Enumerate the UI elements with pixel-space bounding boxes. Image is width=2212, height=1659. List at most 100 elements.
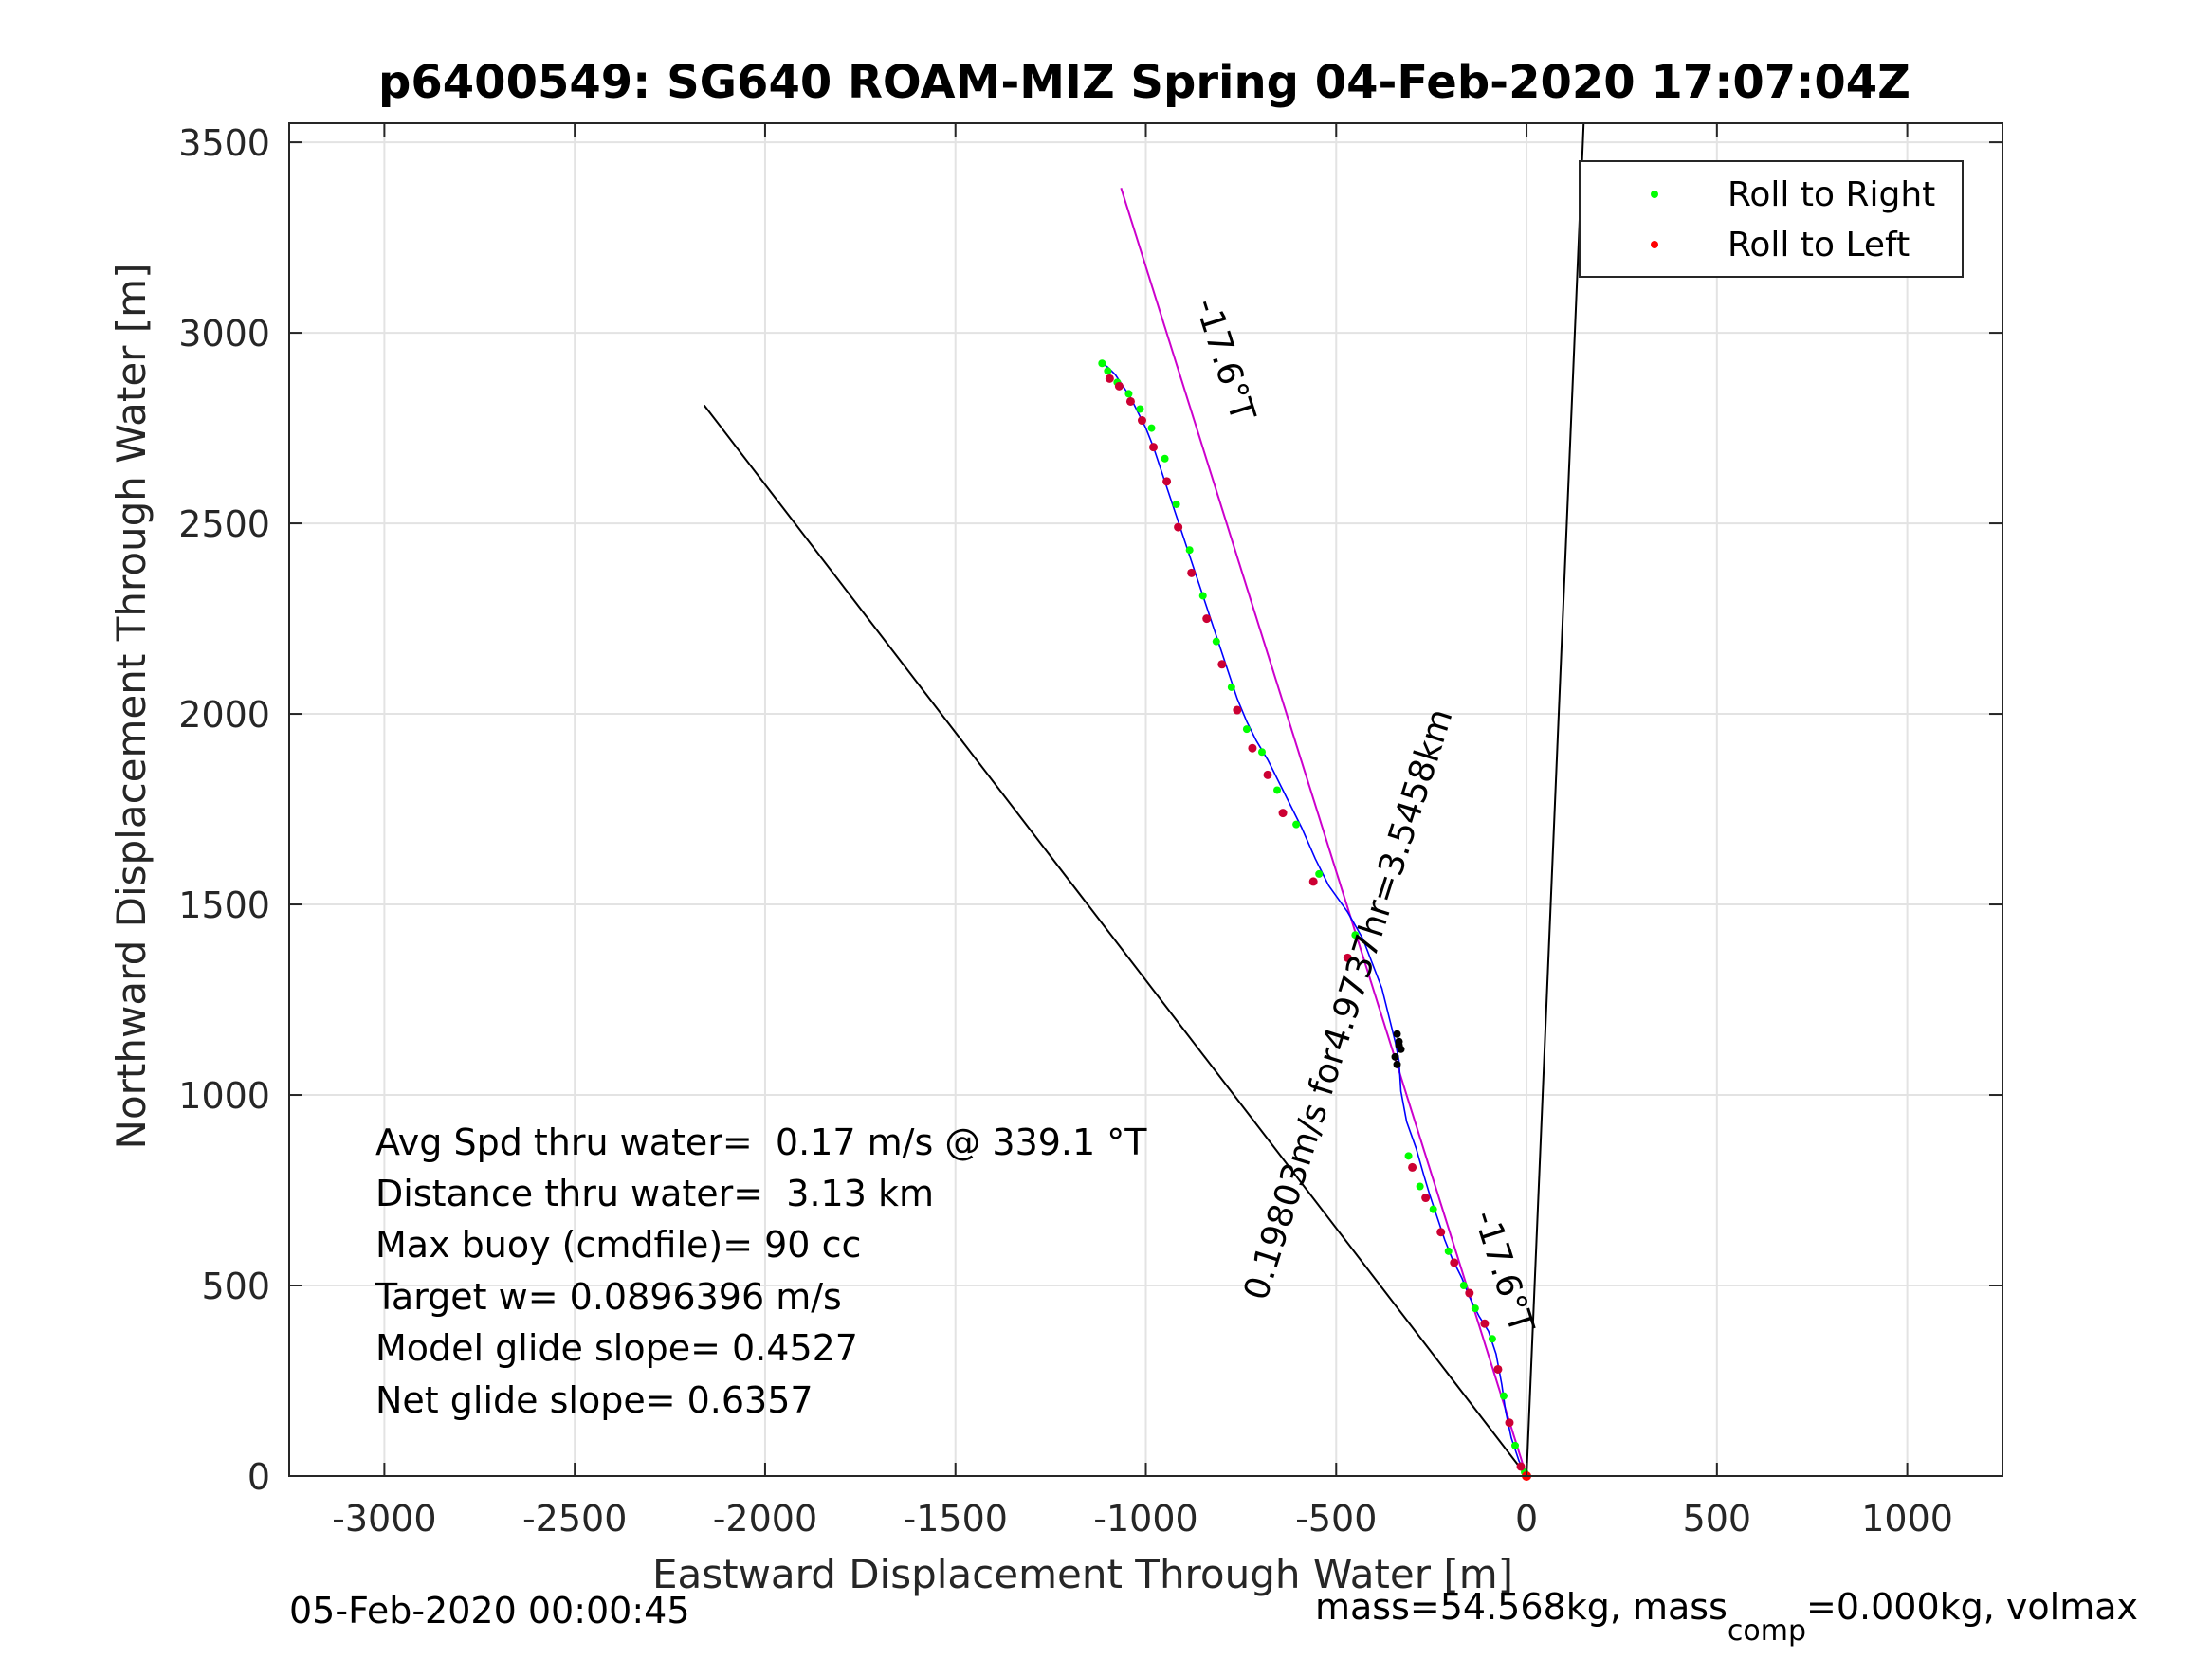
roll-right-point — [1471, 1304, 1479, 1313]
y-axis-label: Northward Displacement Through Water [m] — [108, 264, 155, 1150]
stat-avg-speed: Avg Spd thru water= 0.17 m/s @ 339.1 °T — [375, 1121, 1147, 1163]
stat-distance: Distance thru water= 3.13 km — [375, 1173, 934, 1214]
roll-right-point — [1404, 1152, 1413, 1160]
roll-right-point — [1242, 725, 1251, 734]
roll-right-point — [1292, 820, 1301, 829]
roll-right-point — [1499, 1392, 1508, 1400]
x-tick-label: -2000 — [713, 1498, 817, 1540]
cluster-point — [1393, 1060, 1401, 1068]
roll-left-point — [1263, 770, 1272, 779]
x-tick-label: 1000 — [1861, 1498, 1953, 1540]
heading-annotation-top: -17.6°T — [1187, 294, 1263, 427]
legend-label-roll-left: Roll to Left — [1728, 226, 1910, 264]
reference-line — [703, 404, 1527, 1477]
roll-left-point — [1233, 705, 1242, 715]
roll-right-point — [1315, 869, 1324, 878]
stat-max-buoy: Max buoy (cmdfile)= 90 cc — [375, 1224, 861, 1266]
roll-left-point — [1125, 396, 1135, 406]
heading-label-top: -17.6°T — [1187, 294, 1263, 427]
roll-points — [1098, 359, 1532, 1481]
roll-right-point — [1416, 1182, 1424, 1191]
roll-right-point — [1511, 1441, 1520, 1449]
roll-left-point — [1187, 568, 1197, 577]
roll-right-point — [1488, 1335, 1496, 1343]
footer-mass: mass=54.568kg, masscomp=0.000kg, volmax — [1315, 1586, 2138, 1648]
x-tick-label: -3000 — [332, 1498, 436, 1540]
roll-right-point — [1212, 637, 1220, 646]
roll-right-point — [1161, 454, 1169, 463]
cluster-point — [1395, 1041, 1403, 1049]
roll-left-point — [1436, 1228, 1446, 1237]
roll-right-point — [1147, 424, 1156, 432]
x-tick-label: 500 — [1683, 1498, 1752, 1540]
reference-lines — [703, 122, 1585, 1477]
reference-line — [1526, 122, 1585, 1477]
x-axis-label: Eastward Displacement Through Water [m] — [652, 1551, 1513, 1597]
y-tick-label: 3500 — [178, 122, 270, 164]
roll-left-point — [1149, 443, 1159, 452]
speed-distance-label: 0.19803m/s for4.9737hr=3.5458km — [1237, 704, 1461, 1304]
roll-left-point — [1516, 1462, 1526, 1471]
roll-left-point — [1162, 477, 1172, 486]
stats-block: Avg Spd thru water= 0.17 m/s @ 339.1 °T … — [375, 1121, 1147, 1421]
footer-mass-main: mass=54.568kg, mass — [1315, 1586, 1728, 1628]
roll-right-point — [1227, 683, 1235, 691]
chart-title: p6400549: SG640 ROAM-MIZ Spring 04-Feb-2… — [378, 56, 1910, 109]
roll-left-point — [1505, 1418, 1514, 1428]
cluster-point — [1393, 1030, 1401, 1038]
roll-right-point — [1104, 367, 1112, 375]
x-tick-label: 0 — [1515, 1498, 1538, 1540]
roll-right-point — [1459, 1282, 1468, 1290]
roll-left-point — [1137, 416, 1146, 426]
y-tick-label: 2000 — [178, 694, 270, 736]
stat-net-glide: Net glide slope= 0.6357 — [375, 1379, 814, 1421]
legend-marker-roll-left — [1651, 241, 1658, 248]
x-tick-label: -2500 — [522, 1498, 627, 1540]
roll-left-point — [1343, 953, 1352, 962]
roll-left-point — [1105, 374, 1114, 383]
roll-left-point — [1174, 522, 1183, 532]
chart-legend: Roll to Right Roll to Left — [1579, 160, 1964, 278]
glider-track — [1101, 362, 1527, 1477]
legend-marker-roll-right — [1651, 191, 1658, 198]
cluster-point — [1391, 1052, 1399, 1061]
legend-box — [1579, 160, 1964, 278]
footer-mass-subscript: comp — [1728, 1614, 1806, 1648]
roll-right-point — [1185, 546, 1194, 555]
roll-right-point — [1198, 592, 1207, 600]
roll-left-point — [1465, 1288, 1474, 1298]
axis-ticks: -3000 -2500 -2000 -1500 -1000 -500 0 500 1000 0 50… — [178, 122, 2002, 1540]
y-tick-label: 0 — [247, 1456, 270, 1498]
roll-right-point — [1098, 359, 1106, 368]
speed-distance-annotation: 0.19803m/s for4.9737hr=3.5458km — [1237, 704, 1461, 1304]
roll-left-point — [1421, 1194, 1431, 1203]
roll-right-point — [1273, 786, 1282, 794]
roll-left-point — [1450, 1258, 1459, 1267]
roll-left-point — [1114, 381, 1124, 391]
roll-right-point — [1124, 390, 1133, 398]
footer-timestamp: 05-Feb-2020 00:00:45 — [289, 1590, 690, 1632]
legend-label-roll-right: Roll to Right — [1728, 175, 1935, 214]
y-tick-label: 3000 — [178, 313, 270, 355]
roll-right-point — [1351, 931, 1360, 939]
x-tick-label: -500 — [1295, 1498, 1377, 1540]
stat-model-glide: Model glide slope= 0.4527 — [375, 1327, 858, 1369]
roll-right-point — [1172, 500, 1180, 508]
roll-left-point — [1480, 1319, 1490, 1328]
roll-left-point — [1278, 809, 1288, 818]
stat-target-w: Target w= 0.0896396 m/s — [375, 1276, 842, 1318]
roll-left-point — [1248, 743, 1257, 753]
y-tick-label: 1000 — [178, 1075, 270, 1117]
roll-right-point — [1136, 405, 1144, 413]
roll-left-point — [1408, 1162, 1417, 1172]
roll-right-point — [1257, 748, 1266, 757]
track-line — [1101, 362, 1527, 1477]
y-tick-label: 2500 — [178, 503, 270, 545]
roll-right-point — [1444, 1247, 1453, 1255]
footer-mass-rest: =0.000kg, volmax — [1806, 1586, 2138, 1628]
y-tick-label: 500 — [201, 1266, 270, 1307]
y-tick-label: 1500 — [178, 884, 270, 926]
x-tick-label: -1000 — [1093, 1498, 1197, 1540]
roll-left-point — [1202, 614, 1212, 624]
